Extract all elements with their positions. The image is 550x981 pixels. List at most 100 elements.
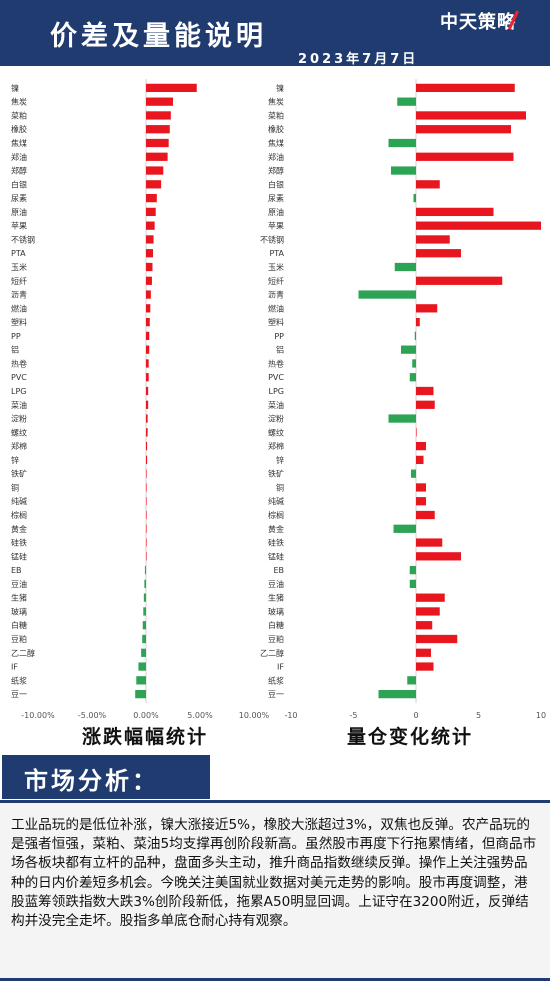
left-category-label: 橡胶 <box>11 124 27 134</box>
right-category-label: 菜粕 <box>268 110 284 120</box>
left-bar <box>146 166 164 175</box>
left-category-label: 生猪 <box>11 593 27 603</box>
bottom-border <box>0 978 550 981</box>
left-bar <box>142 634 146 644</box>
left-category-label: 铁矿 <box>11 469 27 479</box>
right-category-label: 郑油 <box>268 152 284 162</box>
right-bar <box>394 262 416 272</box>
right-bar <box>416 235 450 244</box>
right-bar <box>416 621 433 630</box>
right-category-label: 燃油 <box>268 303 284 313</box>
left-category-label: 短纤 <box>11 276 27 286</box>
left-category-label: 豆粕 <box>11 634 27 644</box>
left-bar <box>146 538 147 547</box>
left-category-label: 硅铁 <box>11 538 27 548</box>
left-category-label: 燃油 <box>11 303 27 313</box>
right-bar <box>411 469 416 478</box>
right-category-label: 锰硅 <box>268 551 284 561</box>
right-category-label: EB <box>273 566 284 575</box>
right-bar <box>416 648 431 657</box>
right-category-label: 淀粉 <box>268 414 284 424</box>
left-bar <box>146 552 147 561</box>
left-category-label: IF <box>11 663 18 672</box>
right-bar <box>391 166 416 175</box>
left-x-tick-label: 0.00% <box>133 711 159 720</box>
left-category-label: 锌 <box>11 455 19 465</box>
right-category-label: 郑棉 <box>268 441 284 451</box>
section-title: 市场分析： <box>24 766 159 795</box>
right-category-label: 硅铁 <box>268 538 284 548</box>
right-category-label: 棕榈 <box>268 510 284 520</box>
right-category-label: 橡胶 <box>268 124 284 134</box>
left-category-label: 淀粉 <box>11 414 27 424</box>
left-category-label: 铜 <box>11 482 19 492</box>
right-category-label: PP <box>274 332 284 341</box>
volume-position-chart-title: 量仓变化统计 <box>347 726 474 748</box>
left-x-tick-label: 5.00% <box>187 711 213 720</box>
right-bar <box>409 373 416 382</box>
left-category-label: 郑醇 <box>11 166 27 176</box>
left-bar <box>146 455 148 465</box>
header-banner <box>0 0 550 66</box>
left-bar <box>146 386 149 396</box>
left-bar <box>146 428 148 437</box>
right-bar <box>416 207 494 217</box>
right-x-tick-label: -5 <box>350 711 358 720</box>
right-bar <box>416 304 438 313</box>
left-bar <box>146 345 150 354</box>
left-category-label: 尿素 <box>11 193 27 203</box>
right-bar <box>416 662 434 671</box>
left-bar <box>146 193 157 203</box>
right-bar <box>416 441 426 451</box>
left-bar <box>146 317 150 327</box>
left-category-label: 沥青 <box>11 290 27 300</box>
right-category-label: 热卷 <box>268 358 284 368</box>
left-bar <box>141 648 146 657</box>
section-divider <box>0 800 550 803</box>
right-category-label: 菜油 <box>268 400 284 410</box>
right-x-tick-label: 5 <box>476 711 481 720</box>
right-bar <box>416 428 417 437</box>
left-category-label: 塑料 <box>11 317 27 327</box>
right-category-label: IF <box>277 663 284 672</box>
right-category-label: 豆一 <box>268 690 284 699</box>
left-bar <box>146 510 147 520</box>
right-bar <box>407 676 416 685</box>
left-bar <box>146 414 148 423</box>
left-bar <box>146 83 197 93</box>
right-bar <box>416 483 426 492</box>
left-bar <box>146 138 169 148</box>
left-bar <box>146 469 147 478</box>
right-bar <box>401 345 416 354</box>
right-category-label: 乙二醇 <box>260 648 284 658</box>
right-bar <box>412 359 416 368</box>
right-category-label: LPG <box>269 387 284 396</box>
right-bar <box>416 249 461 258</box>
left-bar <box>144 579 146 589</box>
left-bar <box>146 111 171 120</box>
left-bar <box>144 565 146 575</box>
market-analysis-text: 工业品玩的是低位补涨，镍大涨接近5%，橡胶大涨超过3%，双焦也反弹。农产品玩的是… <box>11 817 537 930</box>
right-bar <box>378 689 416 699</box>
charts-panel: 镍焦炭 菜粕 橡胶 焦煤 郑油 郑醇 白银 尿素 原油 苹果 不锈钢 PTA 玉米 短纤 沥青 燃油 塑料 PP 铝… <box>0 66 550 756</box>
right-bar <box>416 111 526 120</box>
right-bar <box>416 455 424 465</box>
right-category-label: 螺纹 <box>268 427 284 437</box>
left-category-label: 豆油 <box>11 579 27 589</box>
left-bar <box>146 235 154 244</box>
right-category-label: 铜 <box>276 482 284 492</box>
left-bar <box>146 400 149 409</box>
right-bar <box>409 579 416 589</box>
right-category-label: 焦煤 <box>268 138 284 148</box>
left-category-label: 豆一 <box>11 690 27 699</box>
right-category-label: 郑醇 <box>268 166 284 176</box>
right-category-label: PVC <box>268 373 284 382</box>
left-bar <box>146 262 153 272</box>
left-category-label: 锰硅 <box>11 551 27 561</box>
right-category-label: 沥青 <box>268 290 284 300</box>
left-bar <box>146 97 173 106</box>
right-bar <box>416 152 514 161</box>
left-bar <box>138 662 146 671</box>
left-category-label: LPG <box>11 387 26 396</box>
